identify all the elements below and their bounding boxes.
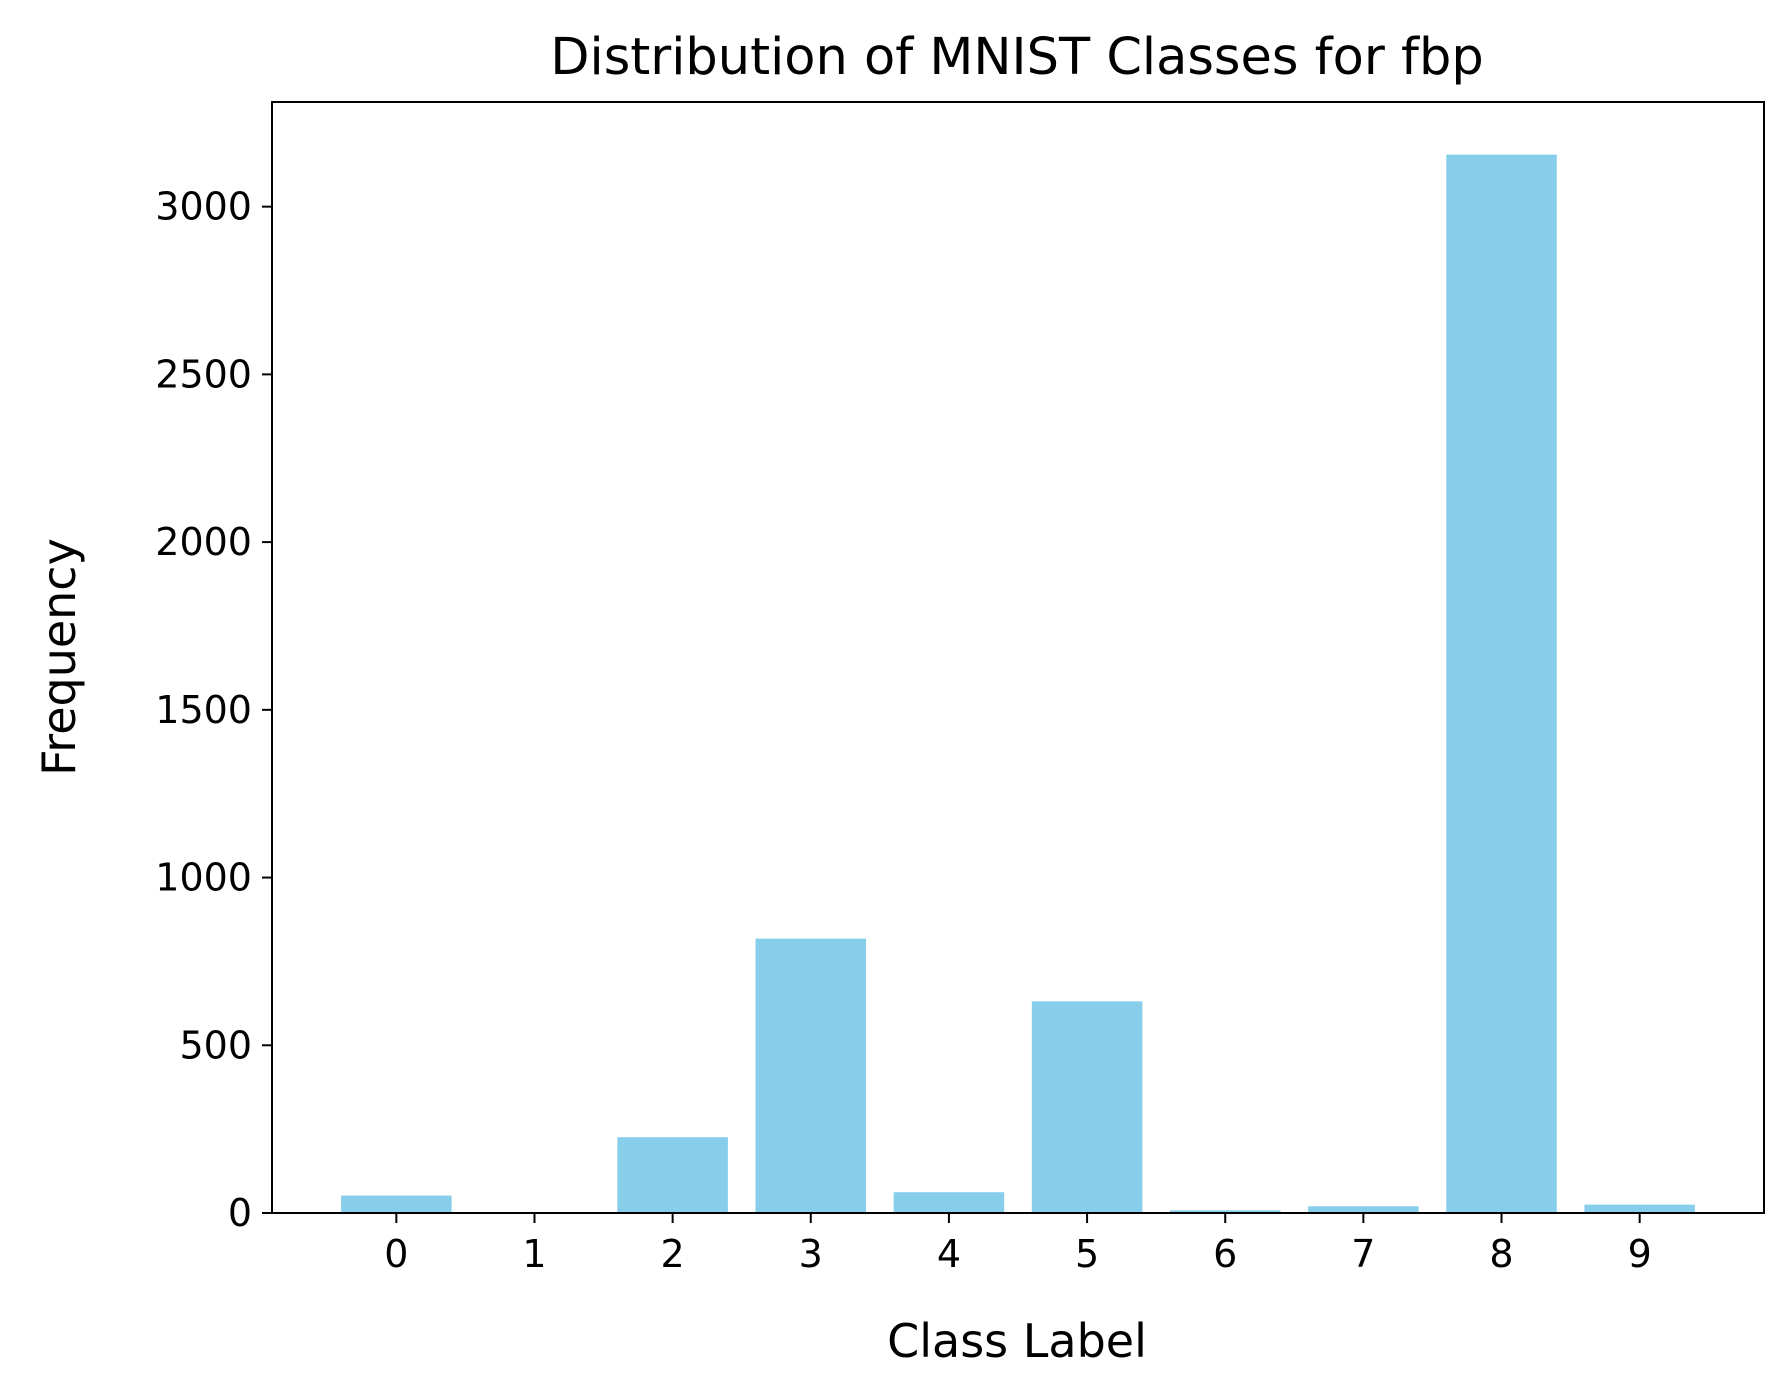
chart-title: Distribution of MNIST Classes for fbp bbox=[550, 28, 1483, 87]
y-tick-label: 2000 bbox=[155, 520, 252, 564]
bar-6 bbox=[1169, 1210, 1281, 1213]
plot-frame bbox=[271, 101, 1765, 1214]
x-tick-label: 4 bbox=[937, 1232, 961, 1276]
x-tick-label: 9 bbox=[1628, 1232, 1652, 1276]
x-tick-label: 2 bbox=[661, 1232, 685, 1276]
bar-8 bbox=[1446, 154, 1557, 1213]
x-axis-label: Class Label bbox=[887, 1314, 1147, 1368]
x-tick-label: 7 bbox=[1351, 1232, 1375, 1276]
bar-9 bbox=[1584, 1204, 1695, 1213]
y-tick-label: 500 bbox=[179, 1023, 252, 1067]
x-tick-label: 8 bbox=[1489, 1232, 1513, 1276]
x-tick-label: 1 bbox=[522, 1232, 546, 1276]
x-tick-label: 0 bbox=[384, 1232, 408, 1276]
y-tick-label: 3000 bbox=[155, 185, 252, 229]
y-tick-label: 2500 bbox=[155, 352, 252, 396]
bar-3 bbox=[755, 938, 867, 1213]
x-tick-label: 3 bbox=[799, 1232, 823, 1276]
bars-group bbox=[341, 154, 1695, 1213]
bar-2 bbox=[617, 1137, 728, 1213]
bar-7 bbox=[1308, 1206, 1419, 1213]
y-axis-ticks: 0 500 1000 1500 2000 2500 3000 bbox=[155, 185, 272, 1235]
y-axis-label: Frequency bbox=[32, 538, 86, 776]
y-tick-label: 0 bbox=[228, 1191, 252, 1235]
bar-4 bbox=[893, 1192, 1005, 1213]
bar-5 bbox=[1031, 1001, 1143, 1213]
x-tick-label: 6 bbox=[1213, 1232, 1237, 1276]
bar-0 bbox=[341, 1195, 452, 1213]
y-tick-label: 1000 bbox=[155, 856, 252, 900]
x-tick-label: 5 bbox=[1075, 1232, 1099, 1276]
y-tick-label: 1500 bbox=[155, 688, 252, 732]
x-axis-ticks: 0 1 2 3 4 5 6 7 8 9 bbox=[384, 1213, 1652, 1276]
